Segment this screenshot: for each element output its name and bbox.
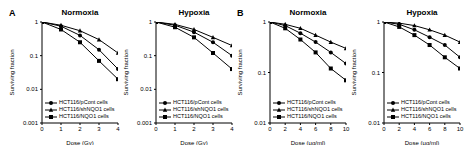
- svg-text:Surviving fraction: Surviving fraction: [9, 49, 15, 95]
- svg-text:Surviving fraction: Surviving fraction: [237, 49, 243, 95]
- svg-text:0.1: 0.1: [144, 53, 153, 59]
- html-text:Normoxia: Normoxia: [289, 8, 327, 17]
- html-text:HCT116/NQO1 cells: HCT116/NQO1 cells: [401, 113, 451, 119]
- html-text:HCT116/shNQO1 cells: HCT116/shNQO1 cells: [401, 106, 457, 112]
- svg-text:6: 6: [314, 126, 318, 132]
- svg-text:0.01: 0.01: [140, 86, 152, 92]
- html-text:B: B: [237, 8, 244, 18]
- html-text:A: A: [9, 8, 16, 18]
- svg-text:1: 1: [149, 19, 153, 25]
- svg-text:0.01: 0.01: [254, 120, 266, 126]
- html-text:HCT116/NQO1 cells: HCT116/NQO1 cells: [59, 113, 109, 119]
- svg-text:0.01: 0.01: [368, 120, 380, 126]
- svg-text:0: 0: [154, 126, 158, 132]
- svg-text:Surviving fraction: Surviving fraction: [123, 49, 129, 95]
- svg-text:0.001: 0.001: [137, 120, 153, 126]
- html-text:HCT116/pCont cells: HCT116/pCont cells: [401, 99, 450, 105]
- svg-text:4: 4: [299, 126, 303, 132]
- html-text:HCT116/pCont cells: HCT116/pCont cells: [287, 99, 336, 105]
- svg-text:Dose (μg/ml): Dose (μg/ml): [405, 140, 439, 145]
- svg-text:3: 3: [211, 126, 215, 132]
- svg-text:4: 4: [116, 126, 120, 132]
- html-text:HCT116/shNQO1 cells: HCT116/shNQO1 cells: [173, 106, 229, 112]
- svg-text:8: 8: [443, 126, 447, 132]
- svg-text:2: 2: [192, 126, 196, 132]
- html-text:HCT116/shNQO1 cells: HCT116/shNQO1 cells: [287, 106, 343, 112]
- svg-text:0.01: 0.01: [26, 86, 38, 92]
- svg-text:1: 1: [263, 19, 267, 25]
- html-text:Hypoxia: Hypoxia: [406, 8, 438, 17]
- svg-text:10: 10: [343, 126, 350, 132]
- svg-text:0.1: 0.1: [30, 53, 39, 59]
- html-text:HCT116/shNQO1 cells: HCT116/shNQO1 cells: [59, 106, 115, 112]
- svg-text:0.1: 0.1: [258, 70, 267, 76]
- svg-text:1: 1: [173, 126, 177, 132]
- svg-text:6: 6: [428, 126, 432, 132]
- svg-text:Dose (Gy): Dose (Gy): [66, 140, 93, 145]
- html-text:HCT116/pCont cells: HCT116/pCont cells: [59, 99, 108, 105]
- svg-text:0.001: 0.001: [23, 120, 39, 126]
- svg-text:4: 4: [413, 126, 417, 132]
- svg-text:Dose (Gy): Dose (Gy): [180, 140, 207, 145]
- svg-text:0.1: 0.1: [372, 70, 381, 76]
- svg-text:2: 2: [78, 126, 82, 132]
- svg-text:1: 1: [59, 126, 63, 132]
- svg-text:Dose (μg/ml): Dose (μg/ml): [291, 140, 325, 145]
- svg-text:0: 0: [268, 126, 272, 132]
- svg-text:10: 10: [457, 126, 464, 132]
- html-text:HCT116/pCont cells: HCT116/pCont cells: [173, 99, 222, 105]
- svg-text:2: 2: [398, 126, 402, 132]
- svg-text:3: 3: [97, 126, 101, 132]
- svg-text:0: 0: [40, 126, 44, 132]
- svg-text:Surviving fraction: Surviving fraction: [351, 49, 357, 95]
- svg-text:4: 4: [230, 126, 234, 132]
- html-text:Hypoxia: Hypoxia: [178, 8, 210, 17]
- svg-text:8: 8: [329, 126, 333, 132]
- html-text:HCT116/NQO1 cells: HCT116/NQO1 cells: [173, 113, 223, 119]
- html-text:Normoxia: Normoxia: [61, 8, 99, 17]
- svg-text:0: 0: [382, 126, 386, 132]
- svg-text:2: 2: [284, 126, 288, 132]
- svg-text:1: 1: [377, 19, 381, 25]
- svg-text:1: 1: [35, 19, 39, 25]
- html-text:HCT116/NQO1 cells: HCT116/NQO1 cells: [287, 113, 337, 119]
